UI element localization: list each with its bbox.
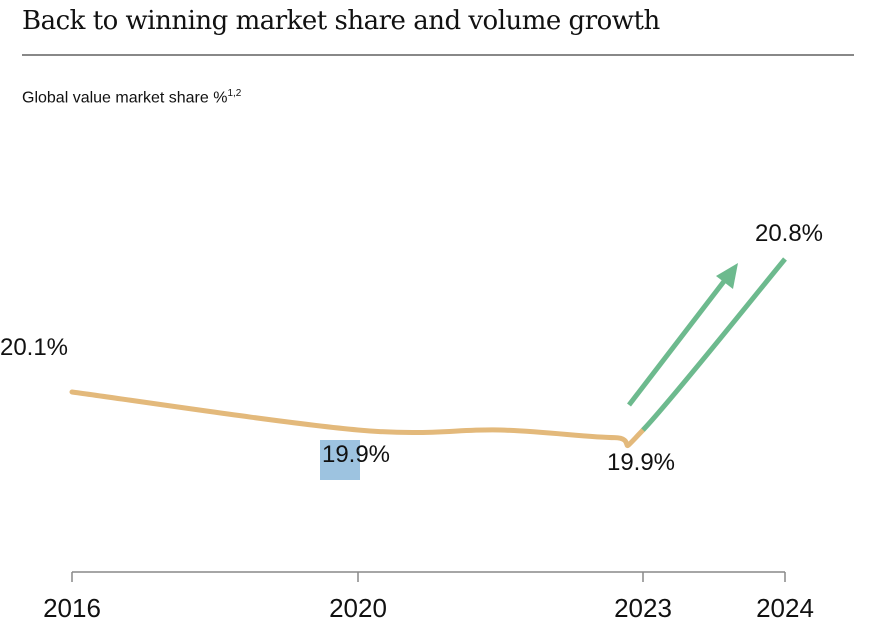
title-divider: [22, 54, 854, 56]
data-label: 19.9%: [607, 449, 675, 476]
data-label: 20.8%: [755, 220, 823, 247]
text-selection-highlight: [320, 440, 360, 480]
series-line-growth: [641, 257, 787, 432]
growth-arrow-head: [716, 263, 738, 289]
data-label: 20.1%: [0, 334, 68, 361]
series-line: [69, 389, 646, 449]
x-tick-label: 2016: [43, 593, 101, 623]
chart-title: Back to winning market share and volume …: [22, 6, 660, 36]
chart-subtitle: Global value market share %1,2: [22, 88, 241, 107]
subtitle-text: Global value market share %: [22, 89, 228, 107]
x-tick-label: 2023: [614, 593, 672, 623]
footnote-refs: 1,2: [227, 88, 242, 99]
data-label: 19.9%: [322, 441, 390, 468]
growth-arrow-shaft: [627, 278, 727, 407]
x-tick-label: 2024: [756, 593, 814, 623]
x-tick-label: 2020: [329, 593, 387, 623]
